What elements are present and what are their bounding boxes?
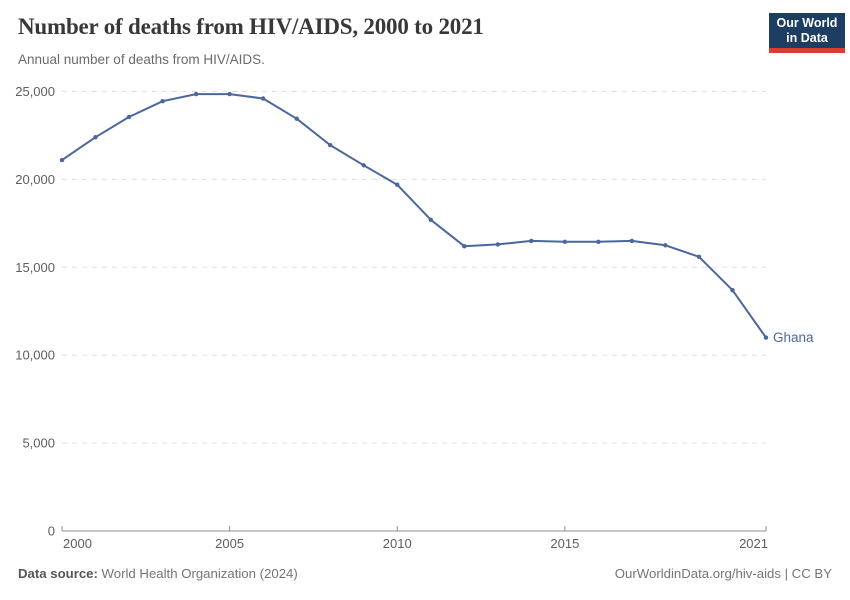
data-point-marker[interactable] bbox=[193, 91, 199, 97]
data-source-text: World Health Organization (2024) bbox=[97, 566, 298, 581]
x-axis-tick-label: 2015 bbox=[550, 536, 579, 551]
data-point-marker[interactable] bbox=[294, 116, 299, 121]
y-axis-tick-label: 15,000 bbox=[15, 260, 55, 275]
data-point-marker[interactable] bbox=[663, 243, 668, 248]
data-point-marker[interactable] bbox=[428, 217, 433, 222]
y-axis-tick-label: 10,000 bbox=[15, 348, 55, 363]
data-point-marker[interactable] bbox=[596, 239, 601, 244]
attribution-link[interactable]: OurWorldinData.org/hiv-aids | CC BY bbox=[614, 566, 832, 581]
data-point-marker[interactable] bbox=[361, 163, 366, 168]
x-axis-tick-label: 2005 bbox=[215, 536, 244, 551]
data-point-marker[interactable] bbox=[126, 114, 132, 120]
data-source-label: Data source: bbox=[18, 566, 98, 581]
y-axis-tick-label: 5,000 bbox=[22, 436, 55, 451]
owid-logo-line1: Our World bbox=[776, 16, 838, 30]
owid-logo[interactable]: Our World in Data bbox=[769, 13, 845, 53]
data-point-marker[interactable] bbox=[395, 182, 400, 187]
data-point-marker[interactable] bbox=[529, 238, 534, 244]
data-point-marker[interactable] bbox=[763, 335, 769, 340]
data-point-marker[interactable] bbox=[696, 254, 702, 259]
data-point-marker[interactable] bbox=[260, 96, 266, 101]
line-series-ghana[interactable] bbox=[61, 93, 767, 339]
data-point-marker[interactable] bbox=[93, 135, 98, 140]
data-point-marker[interactable] bbox=[462, 244, 467, 249]
data-point-marker[interactable] bbox=[328, 142, 333, 148]
x-axis-tick-label: 2021 bbox=[739, 536, 768, 551]
y-axis-tick-label: 0 bbox=[48, 524, 55, 539]
data-point-marker[interactable] bbox=[495, 242, 500, 247]
data-point-marker[interactable] bbox=[562, 239, 568, 244]
y-axis-tick-label: 20,000 bbox=[15, 172, 55, 187]
data-point-marker[interactable] bbox=[227, 91, 232, 97]
data-source-note: Data source: World Health Organization (… bbox=[18, 566, 298, 581]
chart-footer: Data source: World Health Organization (… bbox=[18, 566, 832, 581]
x-axis-tick-label: 2000 bbox=[63, 536, 92, 551]
data-point-marker[interactable] bbox=[160, 99, 165, 104]
y-axis-tick-label: 25,000 bbox=[15, 84, 55, 99]
owid-logo-line2: in Data bbox=[786, 31, 828, 45]
data-point-marker[interactable] bbox=[59, 157, 65, 163]
series-end-label[interactable]: Ghana bbox=[773, 330, 814, 345]
x-axis-tick-label: 2010 bbox=[383, 536, 412, 551]
chart-title: Number of deaths from HIV/AIDS, 2000 to … bbox=[18, 14, 484, 39]
data-point-marker[interactable] bbox=[730, 288, 735, 293]
data-point-marker[interactable] bbox=[629, 238, 635, 244]
chart-subtitle: Annual number of deaths from HIV/AIDS. bbox=[18, 52, 265, 67]
